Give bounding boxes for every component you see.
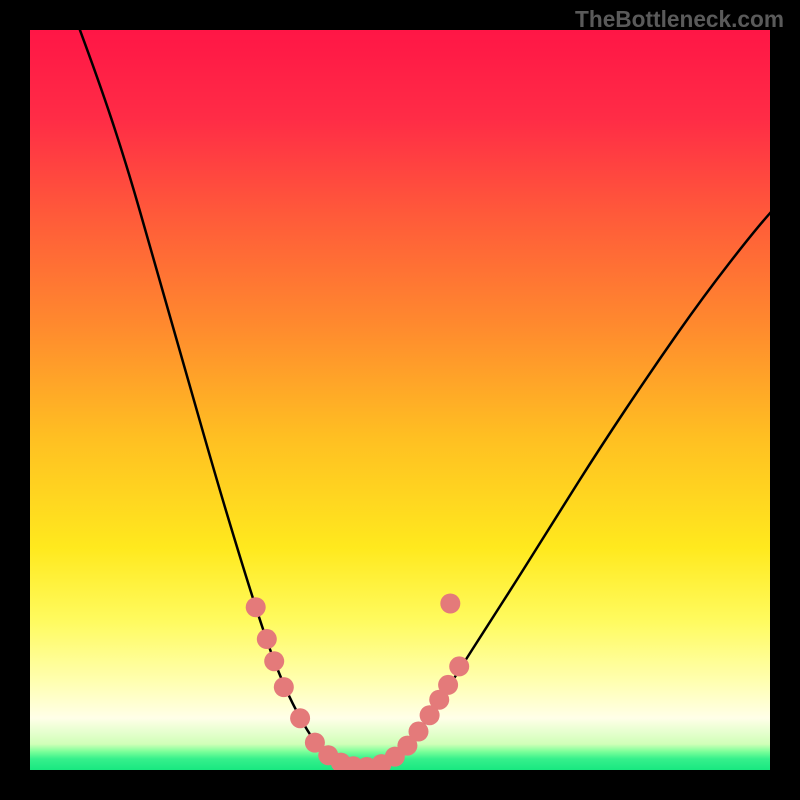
watermark-text: TheBottleneck.com <box>575 6 784 33</box>
chart-background-gradient <box>30 30 770 770</box>
plot-area <box>30 30 770 770</box>
